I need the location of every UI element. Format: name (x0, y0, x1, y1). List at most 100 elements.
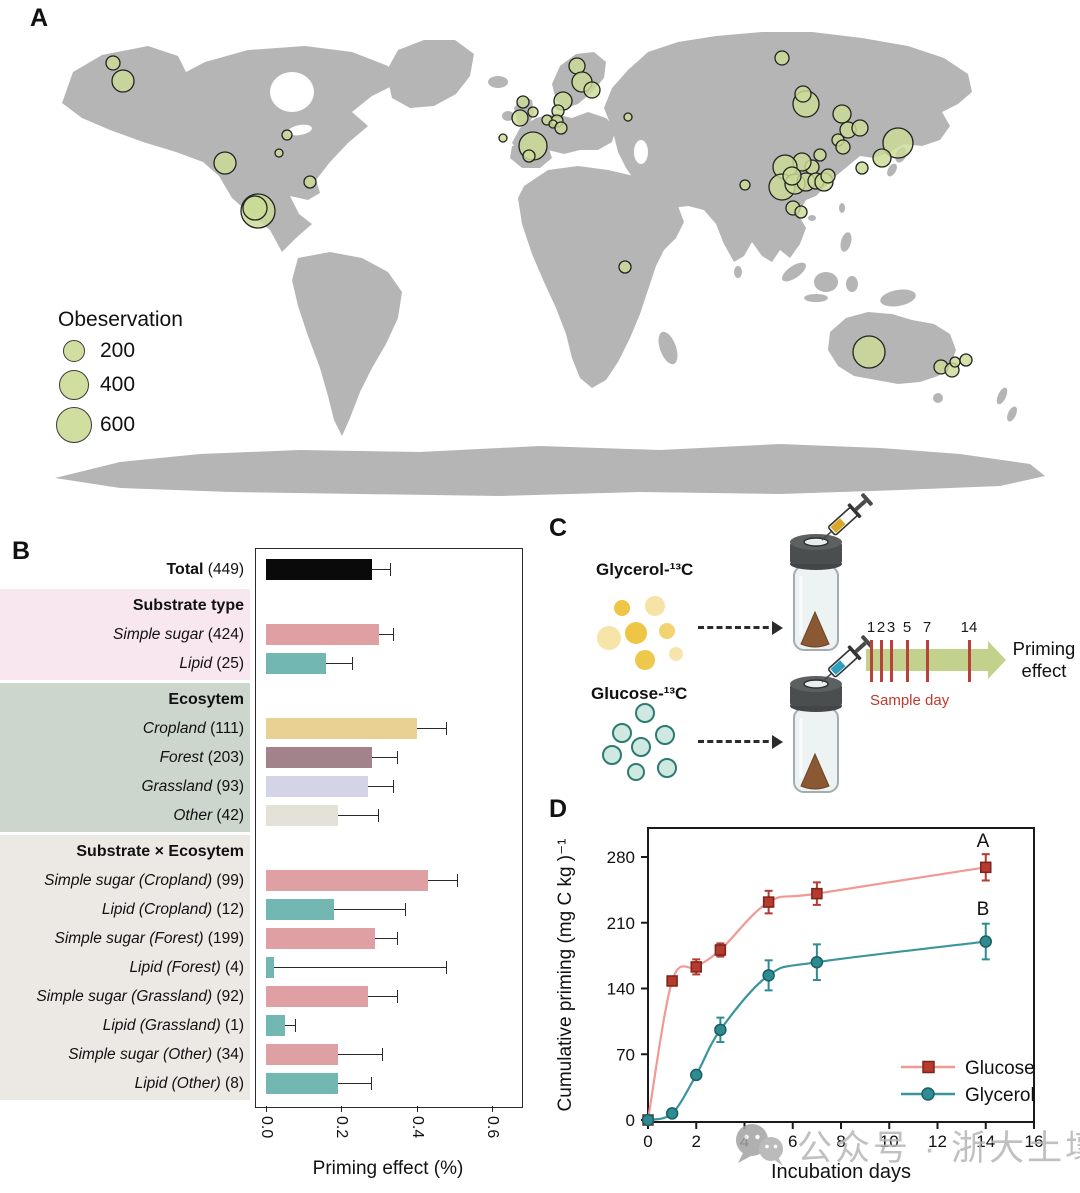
data-point-glycerol (665, 1107, 679, 1120)
bar-row-label: Lipid (Cropland) (12) (101, 901, 244, 918)
error-bar (333, 908, 406, 910)
map-legend-item: 600 (56, 407, 183, 443)
bar-chart-x-tick-label: 0.2 (333, 1116, 351, 1139)
data-point-glucose (666, 975, 678, 987)
map-legend-item: 200 (58, 339, 183, 363)
y-tick-label: 140 (607, 980, 635, 999)
observation-bubble (774, 50, 790, 66)
bar-row-label: Simple sugar (424) (113, 626, 244, 643)
observation-bubble (794, 85, 812, 103)
sample-day-label: Sample day (870, 692, 950, 709)
bar (266, 653, 327, 674)
bar-row-label: Simple sugar (Other) (34) (68, 1046, 244, 1063)
bar (266, 1015, 285, 1036)
y-tick-label: 210 (607, 914, 635, 933)
bar-chart-x-tick (416, 1106, 418, 1112)
error-bar (273, 966, 447, 968)
error-bar-cap (446, 722, 448, 735)
error-bar-cap (446, 961, 448, 974)
observation-bubble (872, 148, 892, 168)
bar-chart-x-tick (341, 1106, 343, 1112)
line-chart-y-axis-title: Cumulative priming (mg C kg )⁻¹ (555, 839, 576, 1112)
sample-day-tick (870, 640, 873, 682)
data-point-glycerol (979, 935, 992, 948)
error-bar-cap (404, 903, 406, 916)
bar-row-label: Cropland (111) (142, 720, 244, 737)
bar-row-label: Total (449) (166, 561, 244, 578)
sample-day-number: 5 (902, 619, 912, 636)
error-bar-cap (351, 657, 353, 670)
line-chart-x-axis-title: Incubation days (771, 1161, 911, 1183)
priming-effect-bar-chart: Priming effect (%) Total (449) Substrate … (0, 535, 540, 1193)
observation-bubble (851, 119, 869, 137)
error-bar (326, 662, 353, 664)
syringe-liquid (830, 518, 846, 533)
incubation-vial (790, 676, 842, 793)
map-legend-value: 400 (100, 373, 136, 396)
legend-label-glucose: Glucose (965, 1058, 1035, 1079)
data-point-glycerol (690, 1068, 703, 1082)
soil-sample (800, 610, 830, 648)
observation-bubble (213, 151, 237, 175)
bar-chart-x-tick-label: 0.6 (484, 1116, 502, 1139)
error-bar (428, 879, 459, 881)
error-bar-cap (397, 990, 399, 1003)
y-tick-label: 280 (607, 848, 635, 867)
error-bar (284, 1024, 297, 1026)
observation-bubble (835, 139, 851, 155)
error-bar (375, 937, 398, 939)
observation-bubble (813, 148, 827, 162)
observation-bubble (959, 353, 973, 367)
error-bar-cap (393, 628, 395, 641)
map-legend-circle-cell (58, 370, 100, 400)
sample-day-number: 14 (960, 619, 978, 636)
error-bar (337, 1053, 383, 1055)
observation-bubble (832, 104, 852, 124)
sample-day-number: 7 (922, 619, 932, 636)
data-point-glycerol (641, 1113, 655, 1127)
error-bar-cap (393, 780, 395, 793)
priming-effect-label: Priming effect (1012, 638, 1076, 681)
map-land (55, 32, 1045, 496)
bar (266, 718, 417, 739)
observation-bubble (554, 121, 568, 135)
observation-bubble (949, 356, 961, 368)
x-tick-label: 0 (643, 1132, 652, 1151)
syringe (821, 493, 873, 541)
observation-bubble (498, 133, 508, 143)
y-tick-label: 70 (616, 1045, 635, 1064)
error-bar-cap (378, 809, 380, 822)
observation-bubble (274, 148, 284, 158)
map-legend-value: 600 (100, 413, 136, 436)
observation-bubble (882, 127, 914, 159)
bar (266, 805, 338, 826)
error-bar (337, 814, 380, 816)
significance-letter-A: A (977, 831, 990, 852)
bar-row-label: Lipid (Forest) (4) (129, 959, 244, 976)
bar (266, 928, 376, 949)
map-legend-circle-cell (56, 407, 100, 443)
observation-bubble (281, 129, 293, 141)
sample-day-number: 1 (866, 619, 876, 636)
panel-d-label: D (549, 795, 568, 823)
bar (266, 899, 334, 920)
timeline-arrow-head (988, 641, 1006, 679)
panel-c-label: C (549, 514, 568, 542)
syringe (821, 635, 873, 683)
observation-bubble (820, 168, 836, 184)
category-band-pink (0, 589, 250, 680)
bar-chart-x-axis-title: Priming effect (%) (312, 1158, 464, 1179)
observation-bubble (105, 55, 121, 71)
x-tick-label: 6 (788, 1132, 797, 1151)
observation-bubble (111, 69, 135, 93)
map-legend-circle (56, 407, 92, 443)
cumulative-priming-line-chart: 0 2 4 6 8 10 12 14 16 0 70 140 210 280 Incubation days… (555, 827, 1043, 1183)
observation-bubble (794, 205, 808, 219)
map-legend-circle-cell (58, 340, 100, 362)
world-map (55, 32, 1045, 496)
data-point-glucose (690, 961, 702, 973)
bar-row-label: Grassland (93) (141, 778, 244, 795)
error-bar (379, 633, 395, 635)
panel-a-label: A (30, 4, 49, 32)
bar (266, 1073, 338, 1094)
